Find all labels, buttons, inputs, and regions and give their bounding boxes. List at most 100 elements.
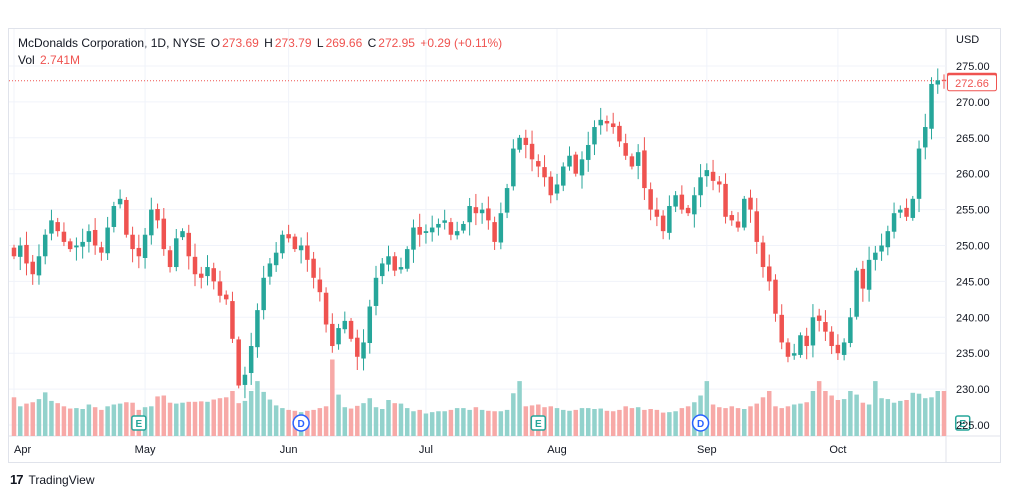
candle-body <box>773 279 778 314</box>
currency-label[interactable]: USD <box>956 34 980 46</box>
candle-body <box>36 256 42 276</box>
volume-bar <box>679 408 685 436</box>
volume-bar <box>223 397 229 436</box>
candle-body <box>211 268 216 282</box>
volume-bar <box>891 402 897 436</box>
volume-bar <box>760 397 766 436</box>
candle-body <box>292 236 298 250</box>
volume-bar <box>367 398 373 436</box>
brand-name[interactable]: TradingView <box>28 472 95 487</box>
candle-body <box>873 252 878 260</box>
volume-bar <box>567 410 572 436</box>
volume-bar <box>742 409 747 436</box>
candle-body <box>779 314 784 343</box>
earnings-marker <box>131 415 147 431</box>
volume-bar <box>149 406 154 436</box>
candle-body <box>729 215 735 221</box>
tradingview-logo-icon[interactable]: 17 <box>10 472 24 487</box>
volume-bar <box>386 400 391 436</box>
volume-bar <box>923 398 928 436</box>
candle-body <box>748 197 753 210</box>
close-value: 272.95 <box>378 36 415 50</box>
volume-bar <box>498 411 504 436</box>
volume-bar <box>554 408 560 436</box>
symbol-name[interactable]: McDonalds Corporation, 1D, NYSE <box>18 36 206 50</box>
volume-bar <box>92 407 98 436</box>
volume-bar <box>404 408 410 436</box>
volume-bar <box>461 408 466 436</box>
dividend-marker <box>691 414 710 432</box>
volume-bar <box>585 408 591 436</box>
volume-bar <box>654 409 660 436</box>
candle-body <box>610 123 616 128</box>
candlestick-chart[interactable]: E D E D E 275.00 270.00 265.00 260.00 255.00 250.… <box>0 0 1012 470</box>
candle-body <box>80 241 85 247</box>
candles <box>11 68 947 399</box>
volume-bar <box>523 406 529 436</box>
volume-bar <box>398 403 404 436</box>
candle-body <box>592 127 597 145</box>
candle-body <box>105 227 110 254</box>
candle-body <box>342 320 348 330</box>
candle-body <box>717 181 722 185</box>
x-tick-label: Oct <box>829 444 846 456</box>
volume-bar <box>230 391 235 436</box>
volume-bar <box>916 393 922 436</box>
candle-body <box>205 267 210 277</box>
volume-bar <box>236 403 241 436</box>
volume-bar <box>835 400 841 436</box>
candle-body <box>692 195 697 215</box>
volume-bar <box>317 408 323 436</box>
candle-body <box>785 342 791 357</box>
volume-bar <box>361 403 366 436</box>
candle-body <box>255 310 260 348</box>
candle-body <box>642 150 647 189</box>
volume-bar <box>11 397 17 436</box>
volume-bar <box>748 406 753 436</box>
volume-bar <box>124 402 129 436</box>
volume-bar <box>704 381 710 436</box>
candle-body <box>217 281 223 296</box>
volume-bar <box>879 398 884 436</box>
earnings-marker <box>530 415 547 431</box>
candle-body <box>49 220 54 234</box>
volume-bar <box>779 408 784 436</box>
candle-body <box>866 259 872 290</box>
volume-bar <box>467 409 472 436</box>
candle-body <box>55 222 60 232</box>
y-tick-label: 270.00 <box>956 97 990 109</box>
volume-bar <box>248 391 254 436</box>
candle-body <box>604 120 610 124</box>
volume-bar <box>255 381 260 436</box>
volume-bar <box>910 392 916 436</box>
y-tick-label: 265.00 <box>956 133 990 145</box>
earnings-marker-label: E <box>135 419 142 430</box>
candle-body <box>305 245 310 260</box>
candle-body <box>242 374 248 385</box>
candle-body <box>841 342 847 355</box>
candle-body <box>723 183 728 217</box>
prev-price-tag-label: 272.66 <box>955 78 989 90</box>
candle-body <box>136 247 142 257</box>
high-label: H <box>264 36 273 50</box>
price-axis: 275.00 270.00 265.00 260.00 255.00 250.00 245.… <box>956 61 990 432</box>
candle-body <box>267 263 273 277</box>
candle-body <box>898 209 903 213</box>
volume-bar <box>448 409 454 436</box>
candle-body <box>411 227 416 250</box>
volume-bar <box>192 401 198 436</box>
volume-bar <box>829 395 834 436</box>
candle-body <box>816 315 822 321</box>
candle-body <box>42 234 48 257</box>
volume-bar <box>717 407 722 436</box>
volume-bar <box>380 409 385 436</box>
volume-bar <box>579 408 585 436</box>
high-value: 273.79 <box>274 36 312 50</box>
volume-bar <box>411 411 416 436</box>
candle-body <box>323 292 329 325</box>
candle-body <box>192 256 198 275</box>
volume-bar <box>866 404 872 436</box>
candle-body <box>479 209 485 214</box>
candle-body <box>311 258 316 278</box>
volume-bar <box>105 406 110 436</box>
